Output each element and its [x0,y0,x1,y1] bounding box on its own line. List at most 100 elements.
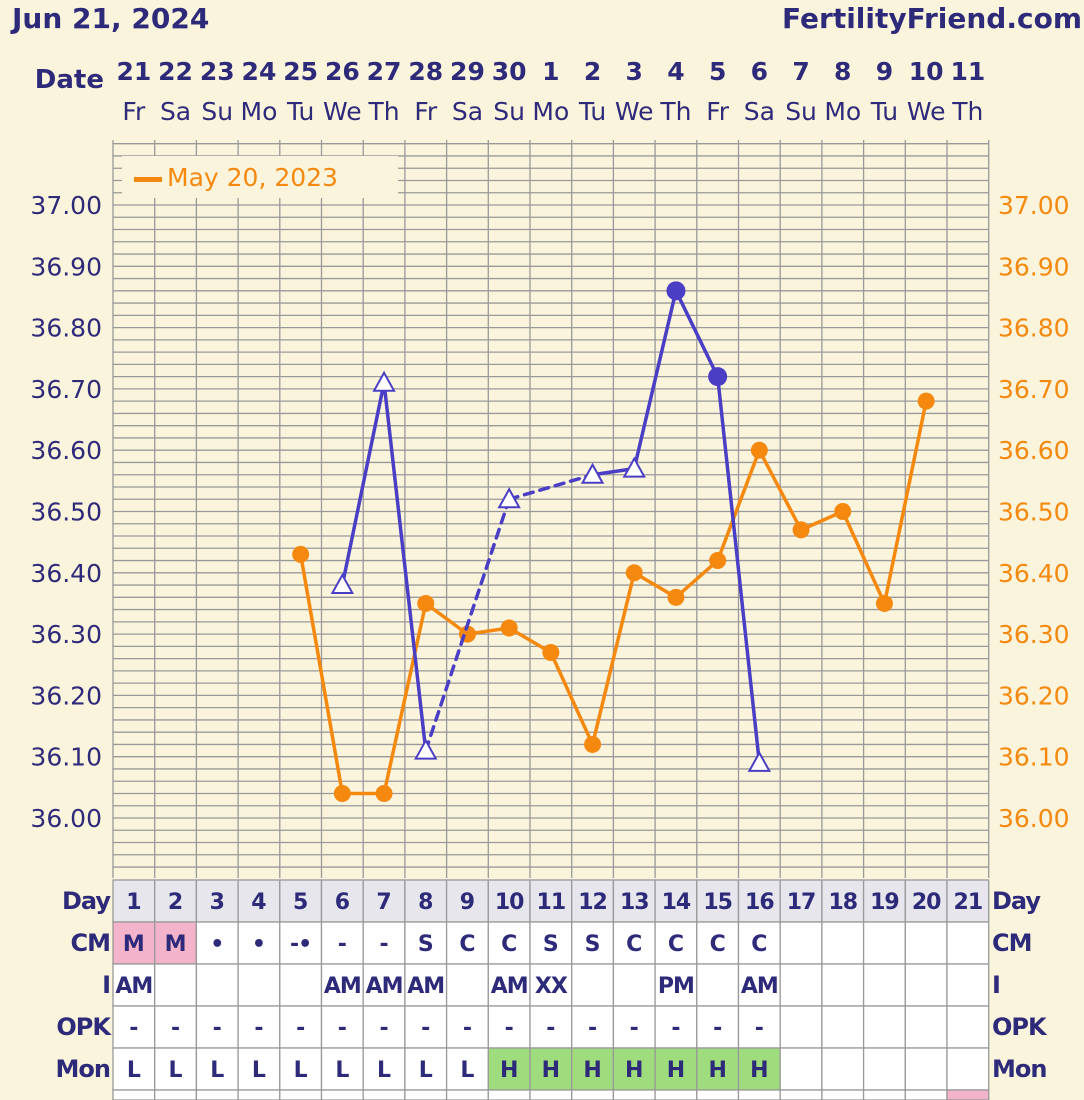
table-cell [112,963,156,1007]
table-cell-value: S [418,932,434,957]
y-axis-ticks: 37.00 37.00 36.90 36.90 36.80 36.80 36.70 36.70… [30,191,1069,833]
compare-point [417,594,435,612]
row-label-left: Day [62,887,111,915]
date-row-label: Date [35,65,104,95]
table-cell-value: - [171,1016,180,1041]
table-cell-value: 8 [418,890,433,915]
row-label-left: CM [71,929,111,957]
table-cell [654,1089,698,1100]
date-number: 25 [283,57,318,86]
compare-point [500,619,518,637]
table-cell [654,921,698,965]
table-cell [904,921,948,965]
table-cell-value: - [671,1016,680,1041]
date-weekday: Fr [706,97,730,126]
table-cell [612,1089,656,1100]
y-tick-label-left: 36.60 [30,436,102,465]
table-cell-value: L [419,1058,433,1083]
table-cell [529,879,573,923]
table-cell-value: - [421,1016,430,1041]
series-current [330,281,772,772]
row-label-left: St [83,1097,110,1100]
table-cell [279,879,323,923]
table-cell [154,963,198,1007]
table-cell-value: C [626,932,642,957]
table-cell-value: - [630,1016,639,1041]
date-number: 29 [450,57,485,86]
table-cell [112,1005,156,1049]
row-label-left: Mon [56,1055,110,1083]
y-tick-label-left: 36.30 [30,620,102,649]
table-cell [696,963,740,1007]
date-number: 5 [709,57,726,86]
table-cell [779,1089,823,1100]
table-cell [612,1005,656,1049]
site-name-header: FertilityFriend.com [782,2,1082,35]
compare-point [750,441,768,459]
row-label-left: OPK [56,1013,112,1041]
date-weekday: Fr [414,97,438,126]
table-cell [320,1089,364,1100]
date-weekday: Fr [122,97,146,126]
current-point [708,367,728,387]
row-label-right: Day [992,887,1041,915]
row-label-right: OPK [992,1013,1048,1041]
table-cell-value: H [708,1058,726,1083]
date-number: 1 [542,57,559,86]
table-cell-value: L [210,1058,224,1083]
current-point-triangle [580,462,605,484]
date-weekday: Tu [286,97,314,126]
table-cell-value: S [585,932,601,957]
table-cell-value: L [335,1058,349,1083]
table-cell [946,879,990,923]
table-cell-value: - [338,1016,347,1041]
table-cell [779,963,823,1007]
table-cell [862,1005,906,1049]
current-point-triangle [497,487,521,509]
table-cell [737,879,781,923]
table-cell-value: - [713,1016,722,1041]
table-cell-value: 21 [954,890,983,915]
date-number: 11 [950,57,985,86]
table-cell-value: H [625,1058,643,1083]
date-weekday: We [323,97,362,126]
date-number: 23 [200,57,235,86]
date-number: 27 [367,57,402,86]
table-cell-value: 18 [828,890,857,915]
table-cell [279,1047,323,1091]
y-tick-label-right: 36.30 [998,620,1070,649]
y-tick-label-left: 36.10 [30,743,102,772]
table-cell-value: AM [366,974,403,999]
table-cell-value: L [252,1058,266,1083]
table-cell [362,879,406,923]
table-cell-value: - [755,1016,764,1041]
table-cell [529,963,573,1007]
table-cell-value: H [750,1058,768,1083]
table-cell [279,963,323,1007]
table-cell [487,963,531,1007]
table-cell-value: PM [658,974,694,999]
row-label-left: I [102,971,110,999]
table-cell [195,1047,239,1091]
table-cell-value: • [210,932,224,957]
table-cell [529,1089,573,1100]
table-cell [154,879,198,923]
table-cell-value: 19 [870,890,899,915]
table-cell-value: AM [115,974,152,999]
y-tick-label-right: 36.90 [998,252,1070,281]
table-cell-value: AM [741,974,778,999]
compare-point [542,643,560,661]
table-cell-value: 16 [745,890,774,915]
table-cell-value: • [252,932,266,957]
table-cell-value: - [379,1016,388,1041]
table-cell-value: 13 [620,890,649,915]
table-cell-value: 7 [376,890,391,915]
table-cell [779,1047,823,1091]
table-cell [237,1005,281,1049]
date-weekday: We [907,97,946,126]
plot-grid [112,140,990,878]
date-weekdays: Fr Sa Su Mo Tu We Th Fr Sa Su Mo Tu We Th Fr Sa Su Mo Tu We… [122,97,983,126]
table-cell [862,921,906,965]
table-cell-value: 15 [703,890,732,915]
compare-line [298,400,928,796]
